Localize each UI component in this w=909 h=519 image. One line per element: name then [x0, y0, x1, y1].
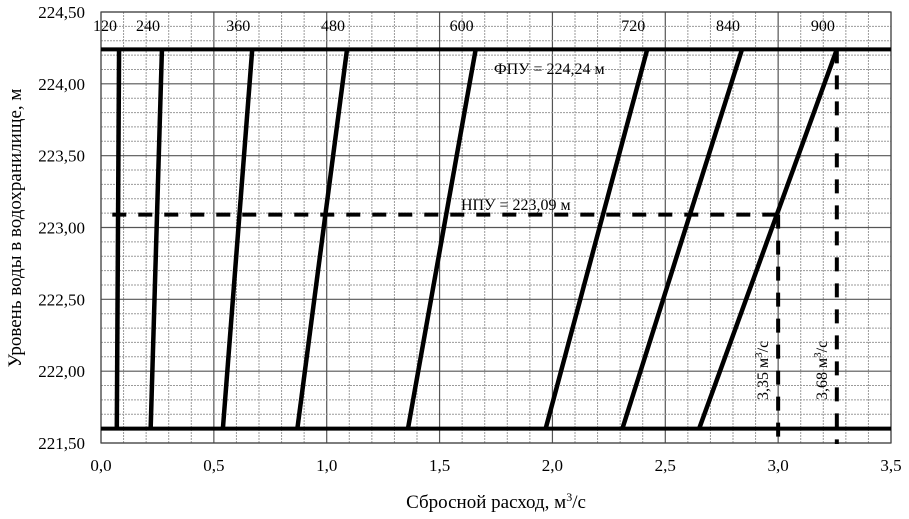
x-tick-label: 0,0: [90, 456, 111, 475]
discharge-label-1: 3,35 м3/с: [753, 341, 772, 400]
x-tick-label: 2,0: [542, 456, 563, 475]
x-tick-label: 3,0: [768, 456, 789, 475]
y-tick-label: 222,00: [38, 362, 85, 381]
series-lines: [114, 48, 839, 430]
annotations: 120 240 360 480 600 720 840 900 ФПУ = 224,24 м НП…: [93, 18, 835, 400]
y-tick-label: 223,00: [38, 219, 85, 238]
series-line-120: [114, 49, 122, 429]
series-line-900: [697, 48, 839, 430]
series-line-720: [543, 48, 650, 430]
series-line-480: [295, 49, 350, 429]
series-line-240: [148, 49, 165, 429]
grid: [100, 11, 892, 444]
curve-label-480: 480: [321, 18, 345, 35]
curve-label-720: 720: [621, 18, 645, 35]
curve-label-900: 900: [811, 18, 835, 35]
x-axis-title: Сбросной расход, м3/с: [406, 490, 586, 513]
series-line-600: [405, 48, 478, 430]
y-axis-ticks: 221,50 222,00 222,50 223,00 223,50 224,00 224,…: [38, 3, 85, 453]
y-tick-label: 224,00: [38, 75, 85, 94]
plot-frame: [100, 11, 892, 444]
y-tick-label: 223,50: [38, 147, 85, 166]
discharge-label-2: 3,68 м3/с: [812, 341, 831, 400]
y-tick-label: 224,50: [38, 3, 85, 22]
curve-label-240: 240: [136, 18, 160, 35]
x-tick-label: 1,0: [316, 456, 337, 475]
curve-label-840: 840: [716, 18, 740, 35]
reference-lines: [101, 47, 891, 444]
series-line-360: [220, 49, 255, 429]
x-tick-label: 1,5: [429, 456, 450, 475]
y-axis-title: Уровень воды в водохранилище, м: [5, 89, 26, 368]
x-axis-ticks: 0,0 0,5 1,0 1,5 2,0 2,5 3,0 3,5: [90, 456, 901, 475]
fpu-label: ФПУ = 224,24 м: [494, 61, 605, 78]
x-tick-label: 2,5: [655, 456, 676, 475]
x-tick-label: 3,5: [880, 456, 901, 475]
curve-label-360: 360: [226, 18, 250, 35]
curve-label-120: 120: [93, 18, 117, 35]
plot-border: [100, 11, 892, 444]
y-tick-label: 221,50: [38, 434, 85, 453]
y-tick-label: 222,50: [38, 290, 85, 309]
curve-label-600: 600: [450, 18, 474, 35]
npu-label: НПУ = 223,09 м: [461, 197, 571, 214]
series-line-840: [620, 48, 745, 430]
x-tick-label: 0,5: [203, 456, 224, 475]
